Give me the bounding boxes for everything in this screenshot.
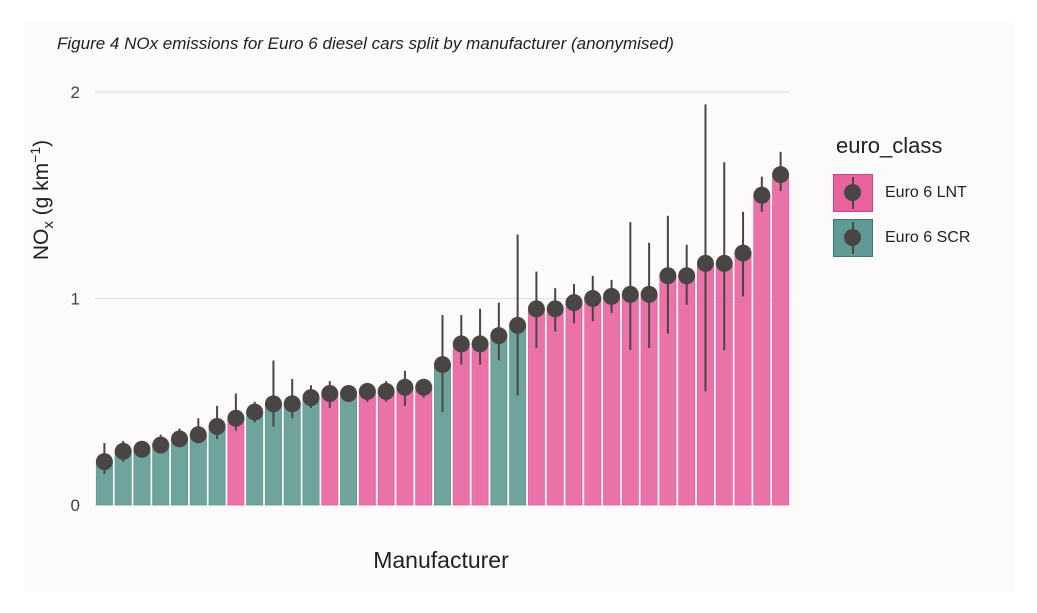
point-13 bbox=[321, 384, 339, 402]
point-34 bbox=[715, 254, 733, 272]
point-6 bbox=[189, 426, 207, 444]
bar-37 bbox=[772, 174, 790, 506]
point-29 bbox=[621, 285, 639, 303]
bar-14 bbox=[340, 393, 358, 506]
bar-18 bbox=[415, 386, 433, 506]
point-31 bbox=[659, 267, 677, 285]
point-19 bbox=[434, 356, 451, 374]
point-30 bbox=[640, 285, 658, 303]
bar-6 bbox=[189, 434, 207, 506]
bars-layer bbox=[95, 174, 790, 506]
bar-12 bbox=[302, 397, 320, 506]
bar-26 bbox=[565, 302, 583, 506]
point-32 bbox=[678, 267, 696, 285]
point-33 bbox=[696, 254, 714, 272]
legend-item-scr: Euro 6 SCR bbox=[833, 218, 970, 258]
bar-20 bbox=[452, 343, 470, 506]
point-3 bbox=[133, 440, 151, 458]
point-23 bbox=[509, 316, 527, 334]
points-layer bbox=[95, 166, 790, 471]
point-28 bbox=[603, 287, 621, 305]
y-tick-label-0: 0 bbox=[71, 496, 80, 515]
bar-32 bbox=[678, 275, 696, 506]
bar-4 bbox=[152, 444, 170, 506]
figure-caption: Figure 4 NOx emissions for Euro 6 diesel… bbox=[57, 34, 674, 53]
point-5 bbox=[171, 430, 189, 448]
y-tick-labels: 0 1 2 bbox=[71, 83, 80, 515]
point-12 bbox=[302, 389, 320, 407]
point-11 bbox=[283, 395, 301, 413]
point-21 bbox=[471, 335, 489, 353]
point-9 bbox=[246, 403, 264, 421]
point-8 bbox=[227, 409, 245, 427]
bar-9 bbox=[246, 411, 264, 506]
point-36 bbox=[753, 186, 771, 204]
bar-22 bbox=[490, 335, 508, 506]
legend-label-scr: Euro 6 SCR bbox=[885, 229, 971, 246]
point-14 bbox=[340, 384, 358, 402]
bar-36 bbox=[753, 194, 771, 506]
legend-item-lnt: Euro 6 LNT bbox=[833, 173, 967, 213]
legend-label-lnt: Euro 6 LNT bbox=[885, 184, 967, 201]
bar-8 bbox=[227, 417, 245, 506]
bar-28 bbox=[603, 296, 621, 506]
bar-21 bbox=[471, 343, 489, 506]
x-axis-label: Manufacturer bbox=[373, 547, 509, 573]
point-15 bbox=[358, 382, 376, 400]
bar-15 bbox=[358, 391, 376, 506]
point-10 bbox=[264, 395, 282, 413]
point-26 bbox=[565, 294, 583, 312]
point-2 bbox=[114, 442, 132, 460]
point-25 bbox=[546, 300, 564, 318]
bar-25 bbox=[546, 308, 564, 506]
bar-11 bbox=[283, 403, 301, 506]
bar-27 bbox=[584, 298, 602, 506]
point-37 bbox=[772, 166, 790, 184]
point-17 bbox=[396, 378, 414, 396]
y-tick-label-1: 1 bbox=[71, 290, 80, 309]
point-35 bbox=[734, 244, 752, 262]
legend-swatch-lnt bbox=[833, 174, 873, 212]
point-18 bbox=[415, 378, 433, 396]
point-20 bbox=[452, 335, 470, 353]
point-22 bbox=[490, 327, 508, 345]
point-27 bbox=[584, 290, 602, 307]
bar-5 bbox=[171, 438, 189, 506]
point-4 bbox=[152, 436, 170, 454]
y-axis-label: NOx (g km−1) bbox=[27, 140, 57, 260]
point-24 bbox=[527, 300, 545, 318]
bar-16 bbox=[377, 391, 395, 506]
bar-13 bbox=[321, 393, 339, 506]
point-7 bbox=[208, 418, 226, 436]
y-tick-label-2: 2 bbox=[71, 83, 80, 102]
legend-swatch-scr bbox=[833, 219, 873, 257]
point-16 bbox=[377, 382, 395, 400]
point-1 bbox=[95, 453, 113, 471]
legend-title: euro_class bbox=[836, 133, 943, 158]
